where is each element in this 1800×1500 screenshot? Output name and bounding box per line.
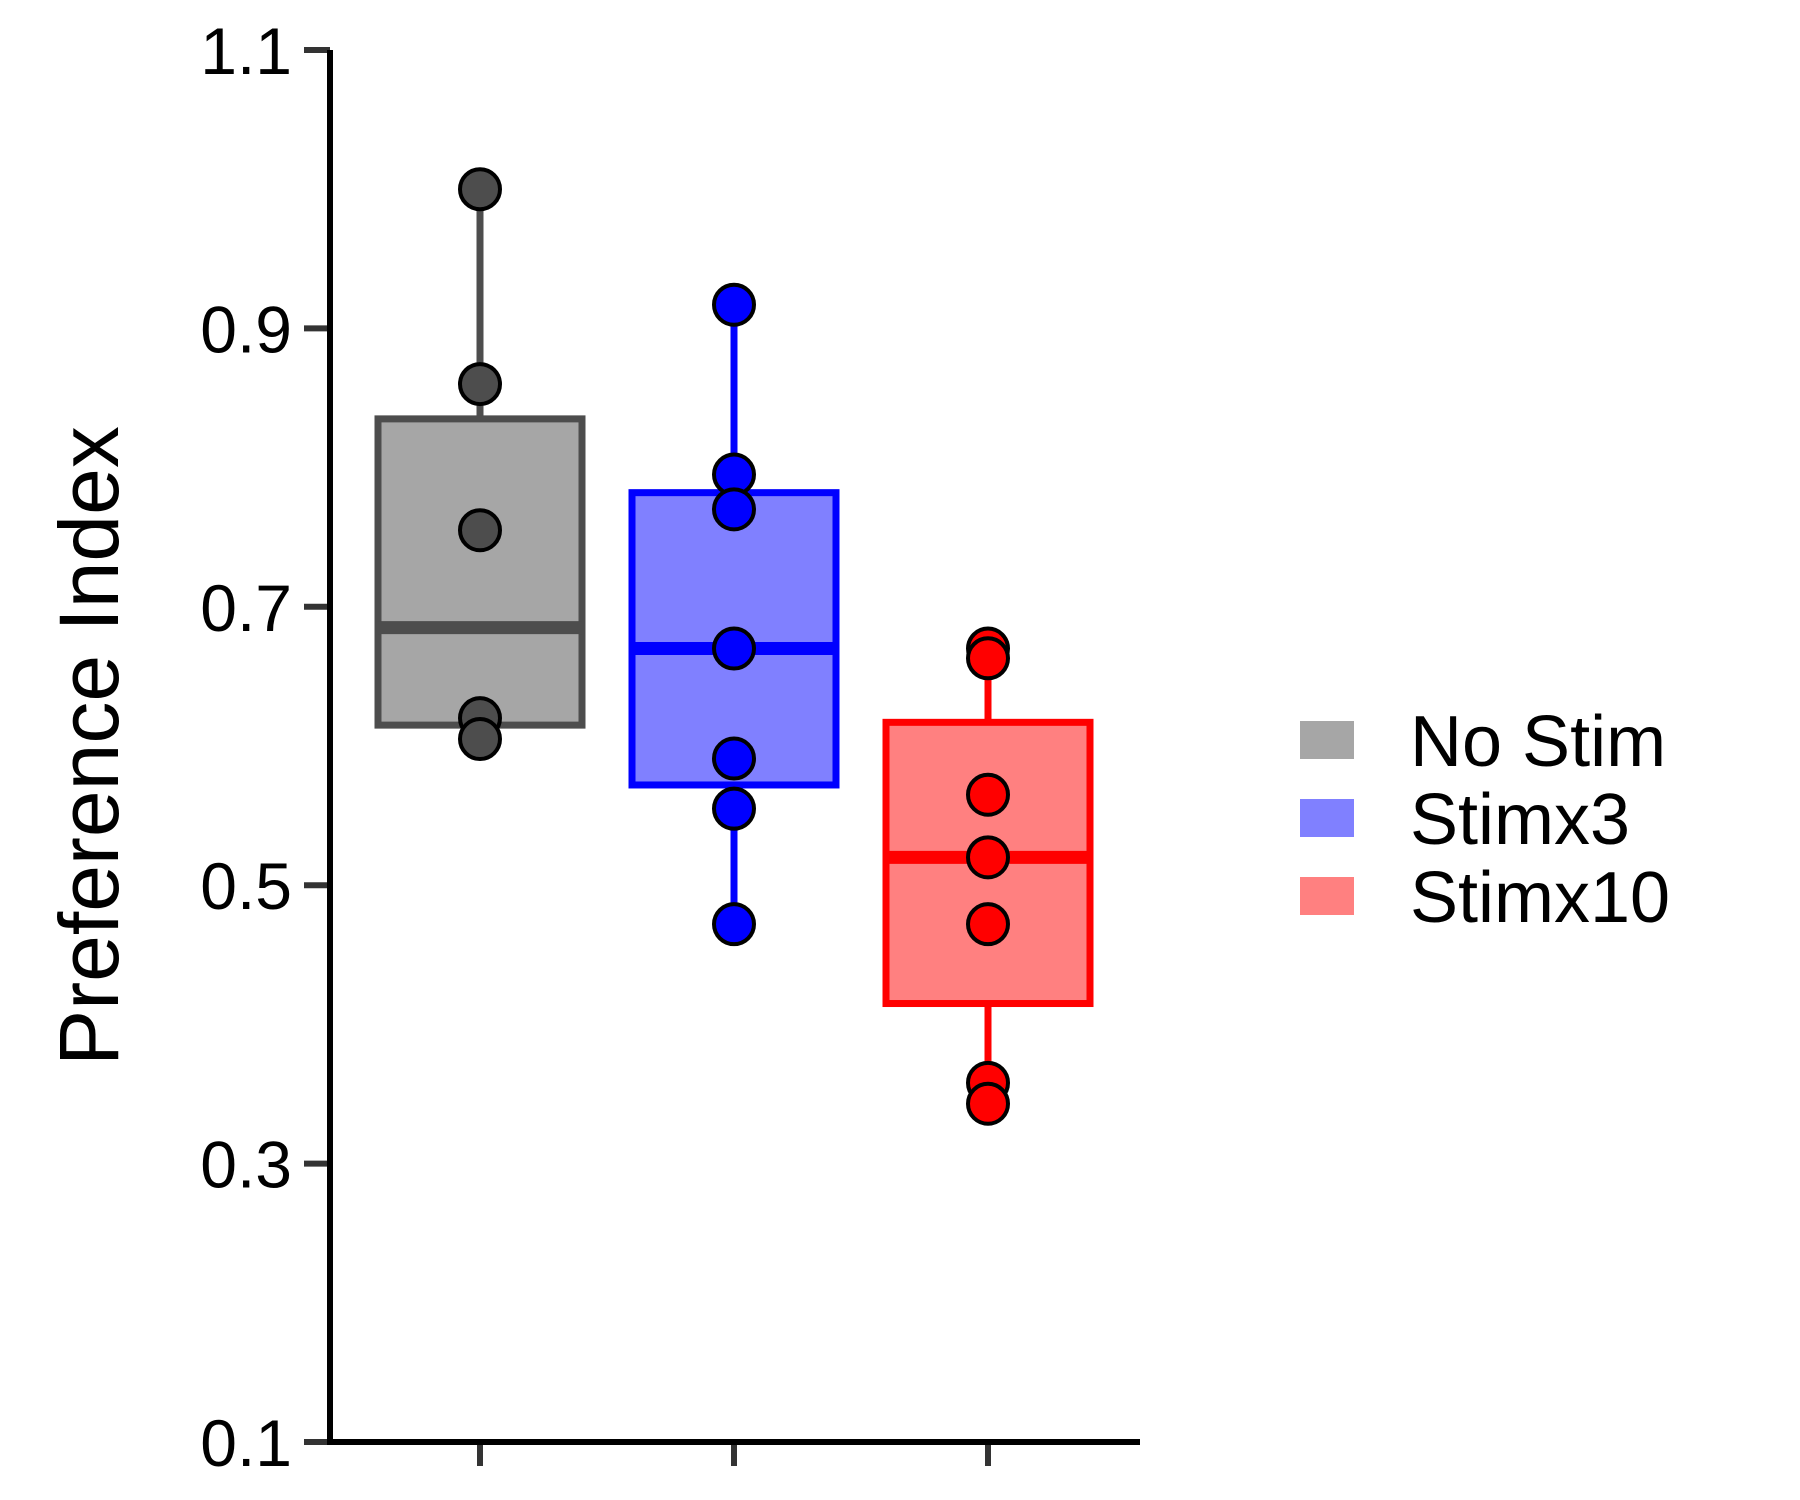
y-tick-label: 1.1 (200, 14, 292, 88)
data-point (458, 717, 502, 762)
legend-swatch (1300, 721, 1354, 759)
data-point (712, 626, 756, 671)
data-point (966, 772, 1010, 817)
data-point (712, 786, 756, 831)
data-point (458, 362, 502, 407)
box-plot-groups (374, 167, 1094, 1126)
legend-label: Stimx3 (1410, 780, 1630, 860)
box-group-stimx10 (882, 626, 1094, 1126)
data-point (966, 636, 1010, 681)
data-point (712, 902, 756, 947)
y-tick-label: 0.9 (200, 292, 292, 366)
x-axis-ticks (477, 1442, 991, 1466)
y-axis-ticks: 0.1 0.3 0.5 0.7 0.9 1.1 (200, 14, 330, 1480)
legend-swatch (1300, 877, 1354, 915)
y-tick-label: 0.3 (200, 1128, 292, 1202)
data-point (458, 508, 502, 553)
data-point (712, 736, 756, 781)
data-point (712, 487, 756, 532)
legend-swatch (1300, 799, 1354, 837)
data-point (712, 282, 756, 327)
y-axis-title: Preference Index (42, 426, 136, 1066)
data-point (966, 1081, 1010, 1126)
y-tick-label: 0.5 (200, 849, 292, 923)
box-group-stimx3 (628, 282, 840, 947)
legend-label: Stimx10 (1410, 858, 1670, 938)
legend-label: No Stim (1410, 702, 1666, 782)
y-tick-label: 0.7 (200, 571, 292, 645)
data-point (966, 835, 1010, 880)
box-group-no-stim (374, 167, 586, 762)
box-iqr (374, 415, 586, 729)
data-point (458, 167, 502, 212)
y-tick-label: 0.1 (200, 1406, 292, 1480)
data-point (966, 902, 1010, 947)
